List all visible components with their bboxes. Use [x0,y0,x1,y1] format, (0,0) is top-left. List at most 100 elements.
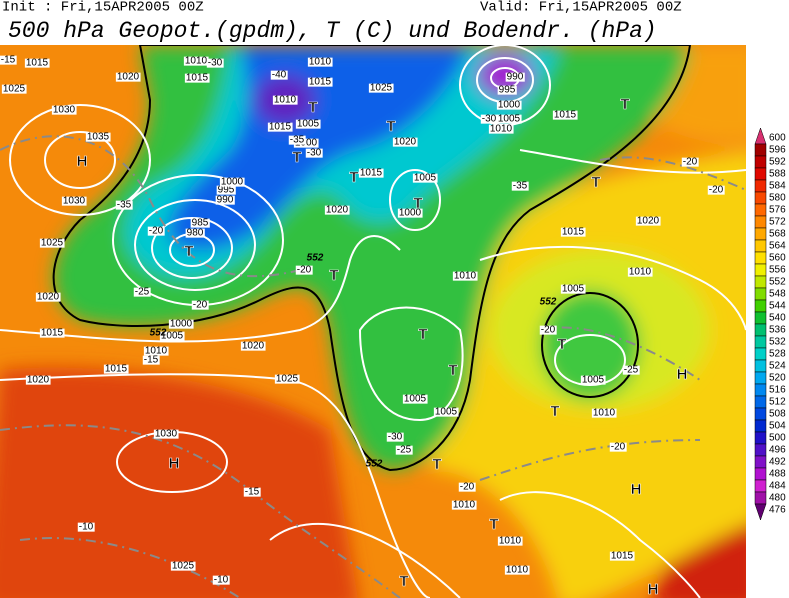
isobar-label-box [368,83,394,93]
isobar-label: 1005 [297,119,320,130]
isobar-label-box [272,95,298,105]
isobar-label: 1025 [3,84,26,95]
isobar-label-box [219,177,245,187]
colorbar-swatch [754,395,767,409]
isobar-label-group: 1035 [85,132,111,143]
colorbar-swatch [754,227,767,241]
isotherm-label: -35 [290,135,305,146]
isotherm-label-group: -15 [0,55,17,66]
isobar-label-box [451,500,477,510]
colorbar-label: 588 [769,169,786,180]
isobar-label-group: 1015 [184,73,210,84]
pressure-center: T [557,336,566,353]
isobar-label-group: 1025 [170,561,196,572]
isobar-label-group: 1005 [402,394,428,405]
isotherm-label-box [77,522,95,532]
isobar-label: 1015 [554,110,577,121]
isobar-label: 1015 [360,168,383,179]
isobar-label: 1020 [637,216,660,227]
isobar-label-box [591,408,617,418]
isobar-label: 1020 [394,137,417,148]
isobar-label-group: 1015 [358,168,384,179]
isobar-label: 1015 [186,73,209,84]
colorbar-swatch [754,251,767,265]
isobar-label-box [295,119,321,129]
isobar-label-box [392,137,418,147]
colorbar-label: 524 [769,361,786,372]
isobar-label: 1000 [221,177,244,188]
isobar-label: 1000 [170,319,193,330]
isotherm-label: -30 [388,432,403,443]
isobar-label-group: 1010 [183,56,209,67]
isotherm-label-box [622,365,640,375]
isotherm-label-box [206,58,224,68]
isobar-label-group: 985 [190,218,210,229]
isobar-label: 1010 [490,124,513,135]
isobar-label-box [190,218,210,228]
isobar-label-group: 1020 [35,292,61,303]
isobar-label-group: 990 [505,72,525,83]
isobar-label: 1015 [309,77,332,88]
isobar-label-box [505,72,525,82]
colorbar-swatch [754,263,767,277]
isotherm-label: -30 [482,114,497,125]
isotherm-label-box [539,325,557,335]
isobar-label-box [51,105,77,115]
isobar-label-group: 1010 [627,267,653,278]
colorbar-swatch [754,371,767,385]
isobar-label-box [293,138,319,148]
isobar-label-group: 1010 [452,271,478,282]
isobar-label-group: 1030 [153,429,179,440]
colorbar-label: 512 [769,397,786,408]
isobar-label: 1005 [435,407,458,418]
colorbar-label: 528 [769,349,786,360]
isobar-label-group: 1015 [24,58,50,69]
colorbar-label: 476 [769,505,786,516]
isobar-label: 1005 [414,173,437,184]
isobar-label-group: 1020 [392,137,418,148]
isotherm-label-box [681,157,699,167]
isobar-label-group: 1005 [496,114,522,125]
colorbar-swatch [754,179,767,193]
colorbar-swatch [754,419,767,433]
isotherm-label: -10 [79,522,94,533]
colorbar-swatch [754,299,767,313]
isobar-label: 1015 [26,58,49,69]
colorbar-label: 556 [769,265,786,276]
isotherm-label-group: -20 [707,185,725,196]
isobar-label: 1030 [53,105,76,116]
isobar-label: 1010 [274,95,297,106]
isotherm-label-box [395,445,413,455]
isotherm-label-box [191,300,209,310]
isobar-label-box [274,374,300,384]
colorbar-label: 496 [769,445,786,456]
isobar-label-group: 990 [215,195,235,206]
colorbar-swatch [754,323,767,337]
isobar-label-box [35,292,61,302]
pressure-center: T [184,243,193,260]
isobar-label-box [358,168,384,178]
isobar-label-box [307,57,333,67]
isobar-label-box [215,195,235,205]
isobar-label-box [185,228,205,238]
isotherm-label: -15 [144,355,159,366]
isobar-label: 995 [218,185,235,196]
pressure-center: H [77,153,88,170]
isotherm-label: -25 [135,287,150,298]
isotherm-label: -10 [214,575,229,586]
isobar-label-box [412,173,438,183]
isobar-label-box [115,72,141,82]
colorbar-label: 484 [769,481,786,492]
isobar-label-box [580,375,606,385]
isobar-label: 1015 [41,328,64,339]
map-title: 500 hPa Geopot.(gpdm), T (C) und Bodendr… [8,18,657,44]
isobar-label: 1005 [582,375,605,386]
colorbar-swatch [754,203,767,217]
isotherm-label-group: -20 [609,442,627,453]
colorbar-label: 508 [769,409,786,420]
isotherm-label: -20 [460,482,475,493]
isobar-label: 1020 [326,205,349,216]
isobar-label-box [497,536,523,546]
isobar-label-box [184,73,210,83]
isotherm-label-group: -25 [622,365,640,376]
